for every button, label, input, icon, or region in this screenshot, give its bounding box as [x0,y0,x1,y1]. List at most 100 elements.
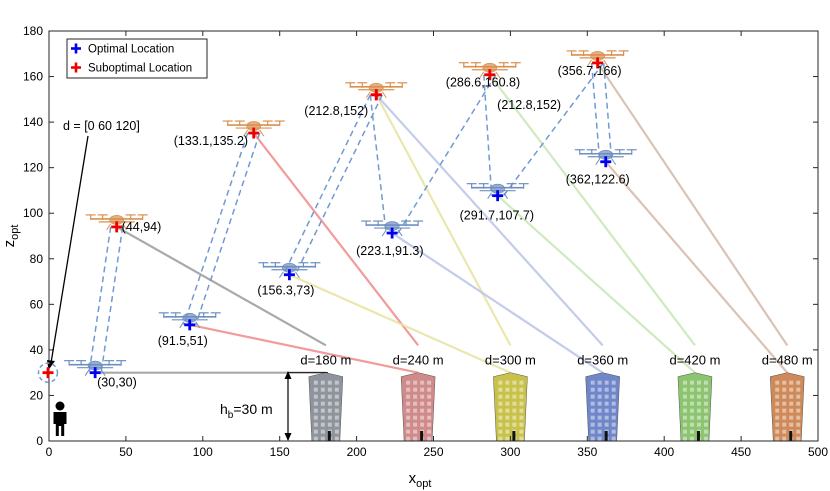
building-window [512,387,517,392]
building-window [682,436,687,441]
drone-leg [365,91,371,99]
drone-leg [179,321,185,329]
building-window [590,387,595,392]
suboptimal-marker [370,89,382,101]
pair-dashed-line [183,132,249,326]
building-window [498,387,503,392]
y-tick-label: 80 [30,252,44,266]
building-label: d=300 m [485,353,536,368]
x-axis-label: xopt [409,470,432,490]
building-window [590,380,595,385]
building-window [505,436,510,441]
building-window [334,429,339,434]
optimal-marker [89,367,101,379]
building-window [590,429,595,434]
building-window [597,429,602,434]
building-window [334,401,339,406]
building-window [498,401,503,406]
link-line [375,94,512,346]
building-window [682,429,687,434]
user-circle [37,362,59,383]
building-window [320,422,325,427]
building-window [696,387,701,392]
building-window [703,429,708,434]
building-window [327,422,332,427]
building-window [590,401,595,406]
drone-leg [84,369,90,376]
building-window [406,415,411,420]
building-window [604,387,609,392]
building-window [413,415,418,420]
drone-optimal [64,360,127,376]
building-window [320,401,325,406]
building-window [590,436,595,441]
drone-suboptimal [458,62,521,79]
building-window [313,408,318,413]
building-window [611,422,616,427]
building-window [427,387,432,392]
building-window [406,394,411,399]
building [308,372,344,442]
building-window [696,380,701,385]
building-window [775,387,780,392]
building-window [682,387,687,392]
drone-leg [278,271,284,278]
y-tick-label: 160 [23,70,43,84]
building-window [597,387,602,392]
building-window [320,387,325,392]
building-window [782,429,787,434]
building-window [782,401,787,406]
building-window [519,415,524,420]
building-window [682,408,687,413]
building-window [505,387,510,392]
y-tick-label: 20 [30,388,44,402]
building-label: d=240 m [393,353,444,368]
pair-dashed-line [602,62,613,162]
building-window [590,394,595,399]
building-window [320,380,325,385]
building-window [775,422,780,427]
building-window [413,401,418,406]
building-window [327,380,332,385]
hb-label-main: h [220,401,228,417]
d-vector-annotation: d = [0 60 120] [63,119,140,133]
drone-suboptimal [222,120,285,137]
building-window [689,401,694,406]
building-window [327,387,332,392]
building-window [689,408,694,413]
drone-suboptimal [345,82,408,99]
y-tick-label: 60 [30,297,44,311]
drone-leg [381,229,387,237]
drone-leg [259,129,265,137]
building-window [327,415,332,420]
suboptimal-point-label: (356.7,166) [558,64,622,78]
building-window [597,408,602,413]
building-window [519,401,524,406]
building-window [334,380,339,385]
drone-leg [487,192,493,199]
building-window [796,436,801,441]
building-window [505,429,510,434]
building-window [590,422,595,427]
drone-leg [381,91,387,99]
building-window [420,422,425,427]
suboptimal-point-label: (286.6,160.8) [446,76,520,90]
building-window [519,408,524,413]
link-lines [95,62,789,374]
building-window [604,380,609,385]
building-window [782,408,787,413]
building-door [696,431,700,441]
building-window [611,401,616,406]
building-window [420,394,425,399]
drone-leg [122,223,128,231]
legend: Optimal Location Suboptimal Location [66,38,208,79]
point-labels: (30,30) (91.5,51) (156.3,73) (223.1,91.3) (2… [97,64,630,390]
building-window [796,394,801,399]
building-window [413,422,418,427]
suboptimal-marker [484,69,496,81]
building-window [782,415,787,420]
building-window [505,415,510,420]
optimal-point-label: (91.5,51) [158,334,208,348]
building-window [782,422,787,427]
